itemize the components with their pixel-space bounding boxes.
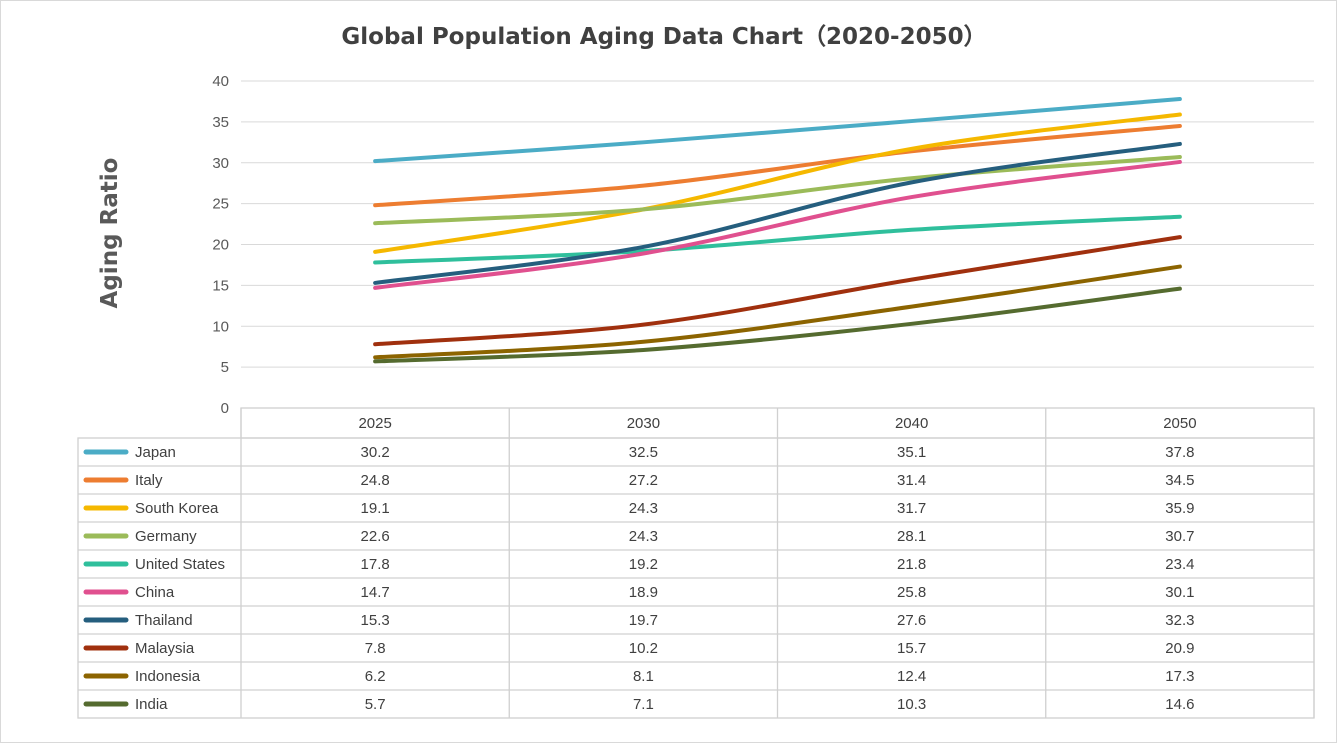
y-tick-label: 5 bbox=[221, 359, 229, 376]
category-label-2050: 2050 bbox=[1163, 415, 1196, 432]
value-label: 15.7 bbox=[897, 640, 926, 657]
data-table: 2025 2030 2040 2050 Japan 30.2 32.5 35.1 37.8 Ita… bbox=[77, 407, 1315, 719]
value-label: 32.5 bbox=[629, 444, 658, 461]
value-label: 14.7 bbox=[361, 584, 390, 601]
value-label: 27.2 bbox=[629, 472, 658, 489]
series-name: South Korea bbox=[135, 500, 219, 517]
y-tick-label: 15 bbox=[212, 277, 229, 294]
table-row-united-states: United States 17.8 19.2 21.8 23.4 bbox=[83, 556, 1194, 573]
y-tick-label: 10 bbox=[212, 318, 229, 335]
series-name: Malaysia bbox=[135, 640, 195, 657]
y-tick-label: 25 bbox=[212, 196, 229, 213]
table-row-china: China 14.7 18.9 25.8 30.1 bbox=[83, 584, 1194, 601]
series-lines bbox=[373, 96, 1182, 364]
y-tick-label: 30 bbox=[212, 155, 229, 172]
table-row-japan: Japan 30.2 32.5 35.1 37.8 bbox=[83, 444, 1194, 461]
value-label: 31.7 bbox=[897, 500, 926, 517]
value-label: 24.3 bbox=[629, 528, 658, 545]
value-label: 30.7 bbox=[1165, 528, 1194, 545]
value-label: 10.2 bbox=[629, 640, 658, 657]
table-row-india: India 5.7 7.1 10.3 14.6 bbox=[83, 696, 1194, 713]
category-label-2040: 2040 bbox=[895, 415, 928, 432]
value-label: 35.1 bbox=[897, 444, 926, 461]
value-label: 30.1 bbox=[1165, 584, 1194, 601]
y-tick-label: 40 bbox=[212, 73, 229, 90]
value-label: 7.8 bbox=[365, 640, 386, 657]
value-label: 25.8 bbox=[897, 584, 926, 601]
value-label: 31.4 bbox=[897, 472, 926, 489]
series-line-indonesia bbox=[373, 264, 1182, 360]
series-line-south-korea bbox=[373, 112, 1182, 254]
value-label: 21.8 bbox=[897, 556, 926, 573]
value-label: 7.1 bbox=[633, 696, 654, 713]
value-label: 27.6 bbox=[897, 612, 926, 629]
value-label: 18.9 bbox=[629, 584, 658, 601]
series-name: Thailand bbox=[135, 612, 193, 629]
value-label: 20.9 bbox=[1165, 640, 1194, 657]
category-label-2025: 2025 bbox=[358, 415, 391, 432]
series-line-japan bbox=[373, 96, 1182, 164]
value-label: 24.3 bbox=[629, 500, 658, 517]
value-label: 19.1 bbox=[361, 500, 390, 517]
value-label: 28.1 bbox=[897, 528, 926, 545]
value-label: 23.4 bbox=[1165, 556, 1194, 573]
value-label: 10.3 bbox=[897, 696, 926, 713]
category-label-2030: 2030 bbox=[627, 415, 660, 432]
value-label: 12.4 bbox=[897, 668, 926, 685]
y-axis-label: Aging Ratio bbox=[97, 158, 123, 309]
table-row-germany: Germany 22.6 24.3 28.1 30.7 bbox=[83, 528, 1194, 545]
value-label: 22.6 bbox=[361, 528, 390, 545]
series-name: India bbox=[135, 696, 168, 713]
y-tick-label: 20 bbox=[212, 237, 229, 254]
value-label: 32.3 bbox=[1165, 612, 1194, 629]
series-line-thailand bbox=[373, 141, 1182, 285]
table-row-indonesia: Indonesia 6.2 8.1 12.4 17.3 bbox=[83, 668, 1194, 685]
value-label: 19.2 bbox=[629, 556, 658, 573]
table-row-malaysia: Malaysia 7.8 10.2 15.7 20.9 bbox=[83, 640, 1194, 657]
series-line-malaysia bbox=[373, 235, 1182, 347]
value-label: 6.2 bbox=[365, 668, 386, 685]
chart-title: Global Population Aging Data Chart（2020-… bbox=[341, 23, 986, 50]
series-line-india bbox=[373, 286, 1182, 364]
value-label: 35.9 bbox=[1165, 500, 1194, 517]
series-line-china bbox=[373, 159, 1182, 290]
y-tick-label: 35 bbox=[212, 114, 229, 131]
value-label: 14.6 bbox=[1165, 696, 1194, 713]
series-line-united-states bbox=[373, 214, 1182, 265]
value-label: 8.1 bbox=[633, 668, 654, 685]
value-label: 30.2 bbox=[361, 444, 390, 461]
series-name: Italy bbox=[135, 472, 163, 489]
value-label: 17.8 bbox=[361, 556, 390, 573]
series-name: Japan bbox=[135, 444, 176, 461]
value-label: 24.8 bbox=[361, 472, 390, 489]
value-label: 5.7 bbox=[365, 696, 386, 713]
series-line-italy bbox=[373, 123, 1182, 208]
series-name: United States bbox=[135, 556, 225, 573]
value-label: 15.3 bbox=[361, 612, 390, 629]
y-tick-label: 0 bbox=[221, 400, 229, 417]
value-label: 17.3 bbox=[1165, 668, 1194, 685]
series-line-germany bbox=[373, 155, 1182, 226]
y-axis-ticks: 0 5 10 15 20 25 30 35 40 bbox=[212, 73, 229, 417]
value-label: 37.8 bbox=[1165, 444, 1194, 461]
series-name: China bbox=[135, 584, 175, 601]
value-label: 34.5 bbox=[1165, 472, 1194, 489]
series-name: Germany bbox=[135, 528, 197, 545]
series-name: Indonesia bbox=[135, 668, 201, 685]
value-label: 19.7 bbox=[629, 612, 658, 629]
table-row-thailand: Thailand 15.3 19.7 27.6 32.3 bbox=[83, 612, 1194, 629]
table-row-italy: Italy 24.8 27.2 31.4 34.5 bbox=[83, 472, 1194, 489]
table-row-south-korea: South Korea 19.1 24.3 31.7 35.9 bbox=[83, 500, 1194, 517]
